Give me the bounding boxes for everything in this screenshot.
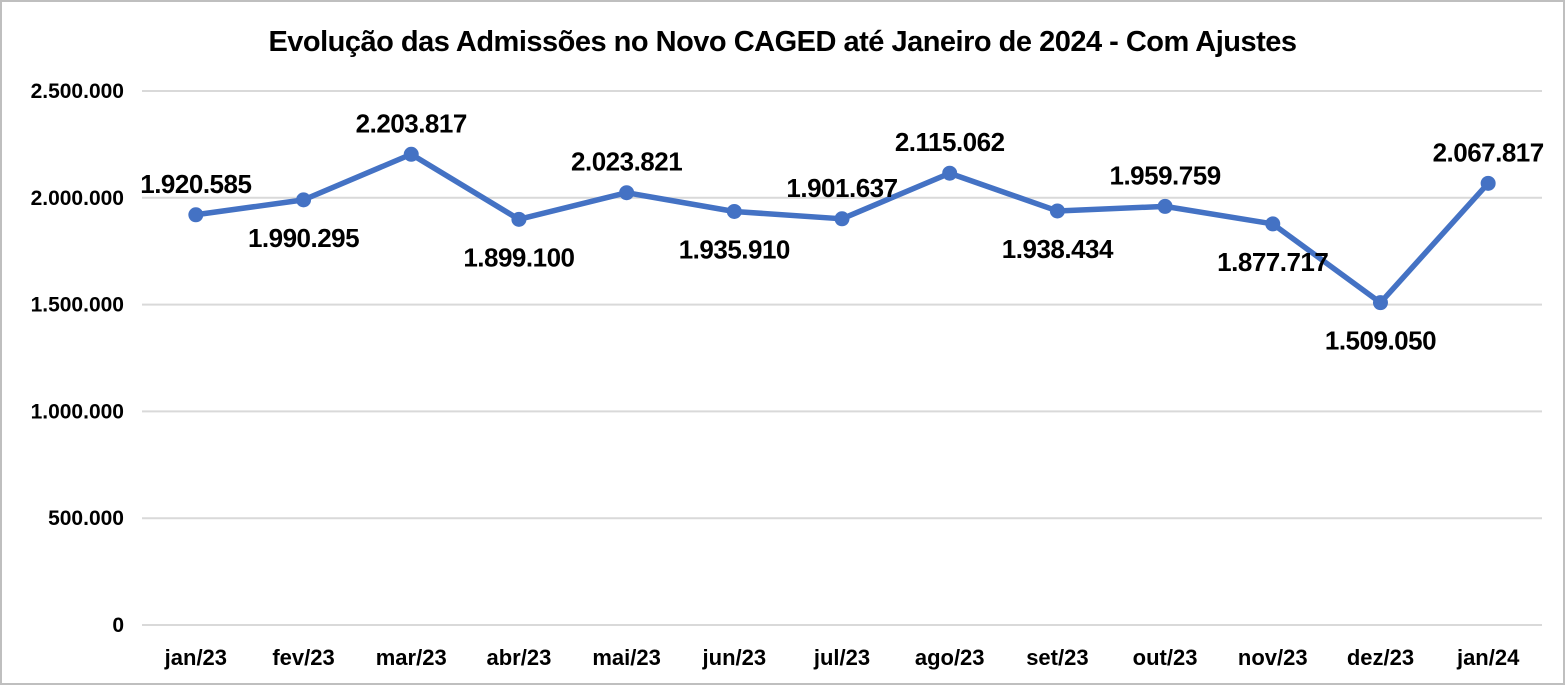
data-label: 2.203.817 xyxy=(356,108,467,138)
data-label: 1.959.759 xyxy=(1109,160,1220,190)
data-point-marker xyxy=(942,165,958,181)
data-label: 1.901.637 xyxy=(786,173,897,203)
data-point-marker xyxy=(1157,198,1173,214)
x-axis-tick-label: ago/23 xyxy=(915,645,985,670)
data-point-marker xyxy=(1372,295,1388,311)
data-label: 1.935.910 xyxy=(679,234,790,264)
x-axis-tick-label: nov/23 xyxy=(1238,645,1308,670)
data-label: 1.938.434 xyxy=(1002,234,1114,264)
data-label: 1.899.100 xyxy=(463,242,574,272)
x-axis-tick-label: jul/23 xyxy=(813,645,870,670)
data-point-marker xyxy=(726,203,742,219)
data-point-marker xyxy=(188,207,204,223)
data-label: 1.990.295 xyxy=(248,223,359,253)
chart-title: Evolução das Admissões no Novo CAGED até… xyxy=(268,26,1297,58)
data-label: 1.920.585 xyxy=(140,169,251,199)
data-label: 2.067.817 xyxy=(1433,137,1544,167)
data-point-marker xyxy=(1265,216,1281,232)
y-axis-tick-label: 500.000 xyxy=(48,507,124,530)
data-label: 2.023.821 xyxy=(571,147,682,177)
x-axis-tick-label: dez/23 xyxy=(1347,645,1414,670)
y-axis-tick-label: 2.000.000 xyxy=(31,187,124,210)
data-point-marker xyxy=(834,211,850,227)
x-axis-tick-label: set/23 xyxy=(1026,645,1088,670)
data-point-marker xyxy=(296,192,312,208)
data-point-marker xyxy=(1480,175,1496,191)
x-axis-tick-label: mai/23 xyxy=(592,645,661,670)
data-point-marker xyxy=(511,211,527,227)
y-axis-tick-label: 2.500.000 xyxy=(31,80,124,103)
x-axis-tick-label: abr/23 xyxy=(487,645,552,670)
data-point-marker xyxy=(619,185,635,201)
data-label: 1.877.717 xyxy=(1217,247,1328,277)
x-axis-tick-label: jan/23 xyxy=(164,645,227,670)
data-label: 1.509.050 xyxy=(1325,326,1436,356)
x-axis-tick-label: jun/23 xyxy=(702,645,767,670)
data-point-marker xyxy=(403,146,419,162)
x-axis-tick-label: out/23 xyxy=(1133,645,1198,670)
data-point-marker xyxy=(1049,203,1065,219)
x-axis-tick-label: jan/24 xyxy=(1456,645,1520,670)
y-axis-tick-label: 1.500.000 xyxy=(31,294,124,317)
x-axis-tick-label: fev/23 xyxy=(272,645,334,670)
y-axis-tick-label: 0 xyxy=(112,614,124,637)
x-axis-tick-label: mar/23 xyxy=(376,645,447,670)
y-axis-tick-label: 1.000.000 xyxy=(31,400,124,423)
data-label: 2.115.062 xyxy=(895,127,1005,157)
